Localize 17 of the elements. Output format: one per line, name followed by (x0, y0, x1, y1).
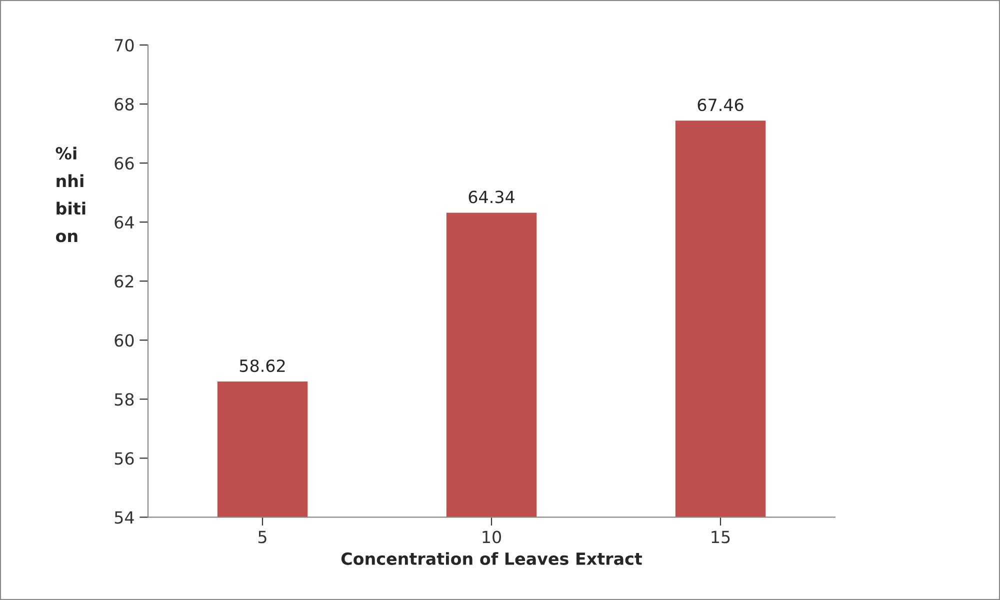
y-tick-label: 62 (114, 275, 134, 288)
x-tick-label: 15 (712, 530, 730, 544)
y-tick-label: 68 (114, 98, 134, 111)
y-tick-label: 64 (114, 216, 134, 229)
y-tick-label: 60 (114, 334, 134, 347)
x-tick-label: 10 (482, 530, 501, 544)
x-axis-title: Concentration of Leaves Extract (341, 552, 642, 565)
y-tick-label: 54 (114, 511, 134, 524)
y-tick-label: 56 (114, 452, 134, 465)
data-label: 64.34 (468, 190, 514, 204)
data-label: 58.62 (240, 359, 285, 372)
y-tick-label: 70 (114, 38, 134, 52)
y-tick-label: 58 (114, 393, 134, 406)
y-tick-label: 66 (114, 157, 134, 170)
data-label: 67.46 (698, 98, 744, 112)
x-tick-label: 5 (258, 530, 266, 544)
y-axis-title: %i nhi biti on (56, 146, 86, 242)
